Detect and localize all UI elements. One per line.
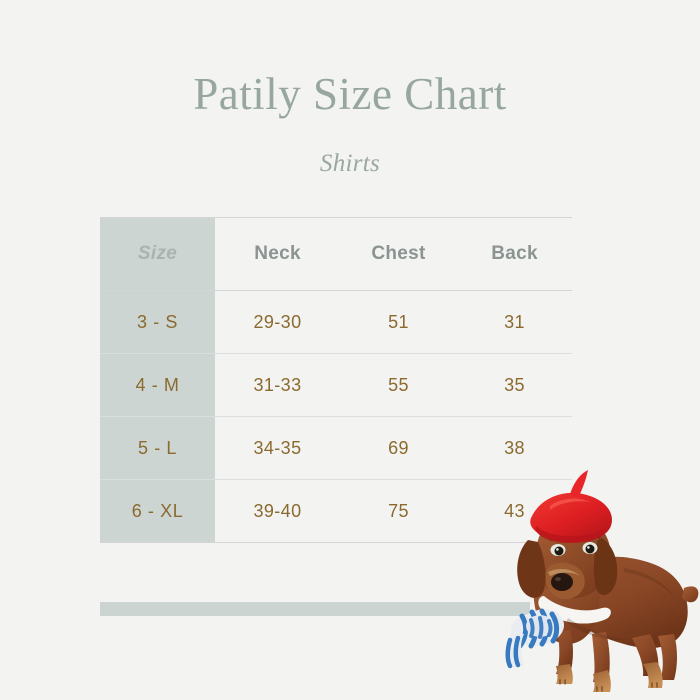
dog-eye-left-pupil	[554, 546, 564, 556]
dog-eye-left-white	[550, 544, 566, 556]
table-header: Size Neck Chest Back	[100, 217, 572, 291]
cell-size: 6 - XL	[100, 479, 215, 543]
page-title: Patily Size Chart	[193, 69, 507, 119]
red-beret-stalk	[570, 470, 588, 498]
cell-chest: 75	[388, 500, 409, 521]
dog-body	[553, 556, 688, 649]
dog-nose-highlight	[555, 577, 561, 581]
dog-paw-toes	[559, 679, 658, 692]
cell-back: 31	[504, 311, 525, 332]
cell-chest: 69	[388, 437, 409, 458]
cell-back: 38	[504, 437, 525, 458]
cell-size: 3 - S	[100, 290, 215, 354]
cell-size: 5 - L	[100, 416, 215, 480]
cell-neck: 34-35	[253, 437, 302, 458]
size-chart-table: Size Neck Chest Back 3 - S 29-30 51 31 4…	[100, 217, 572, 543]
dog-tail	[682, 586, 699, 603]
striped-scarf	[505, 608, 565, 669]
dog-ear-left	[517, 540, 546, 598]
dog-hind-leg-far	[658, 634, 677, 680]
table-body: 3 - S 29-30 51 31 4 - M 31-33 55 35 5 - …	[100, 290, 572, 543]
dog-brow-right	[582, 534, 601, 539]
dog-hind-leg-near	[632, 634, 659, 676]
dog-shading	[566, 568, 676, 641]
dog-eye-right-white	[582, 542, 598, 554]
cell-size: 4 - M	[100, 353, 215, 417]
column-header-back: Back	[491, 243, 538, 264]
table-row: 6 - XL 39-40 75 43	[100, 479, 572, 543]
table-header-row: Size Neck Chest Back	[100, 217, 572, 291]
dog-hind-paw	[643, 662, 663, 688]
cell-back: 43	[504, 500, 525, 521]
cell-neck: 31-33	[253, 374, 302, 395]
dog-collar	[538, 596, 611, 624]
dog-muzzle	[545, 562, 585, 600]
size-chart-table-wrapper: Size Neck Chest Back 3 - S 29-30 51 31 4…	[100, 217, 572, 543]
dog-front-leg-right	[592, 632, 610, 682]
column-header-size: Size	[100, 217, 215, 291]
column-header-neck: Neck	[254, 243, 301, 264]
dog-eye-right-glint	[587, 546, 590, 549]
cell-neck: 29-30	[253, 311, 302, 332]
column-header-chest: Chest	[371, 243, 426, 264]
dog-front-leg-left	[556, 630, 573, 674]
table-row: 5 - L 34-35 69 38	[100, 416, 572, 480]
cell-back: 35	[504, 374, 525, 395]
dog-eye-right-pupil	[585, 544, 595, 554]
table-row: 3 - S 29-30 51 31	[100, 290, 572, 354]
page-subtitle: Shirts	[319, 150, 381, 177]
decorative-bottom-bar	[100, 602, 530, 616]
dog-front-paw-left	[556, 664, 573, 684]
dog-nose	[551, 573, 573, 591]
cell-chest: 55	[388, 374, 409, 395]
table-row: 4 - M 31-33 55 35	[100, 353, 572, 417]
cell-neck: 39-40	[253, 500, 302, 521]
cell-chest: 51	[388, 311, 409, 332]
dog-chest	[533, 565, 600, 644]
dog-ear-right	[593, 538, 618, 596]
dog-muzzle-highlight	[548, 568, 580, 576]
dog-front-paw-right	[593, 670, 611, 692]
dog-eye-left-glint	[556, 548, 559, 551]
